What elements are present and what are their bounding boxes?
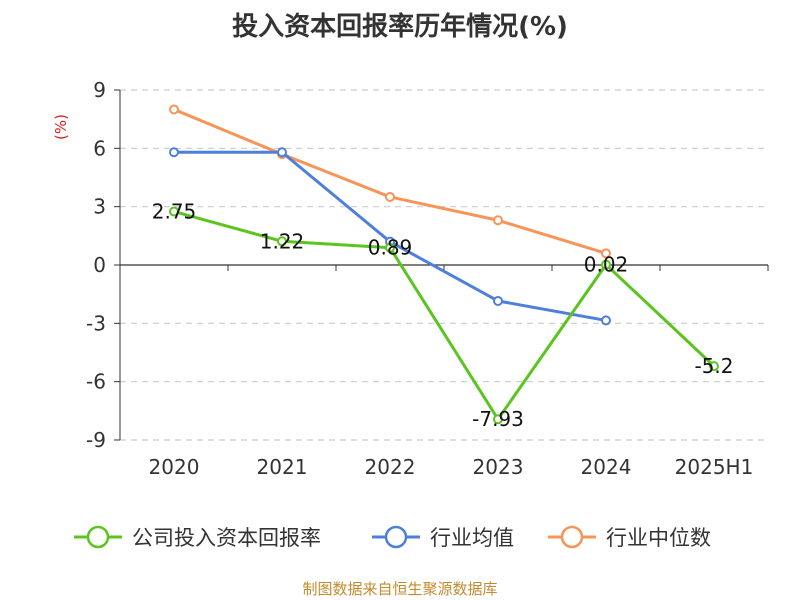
y-tick-label: -6 — [86, 370, 106, 394]
y-tick-label: 6 — [93, 136, 106, 160]
data-point — [709, 361, 719, 372]
legend-label: 公司投入资本回报率 — [132, 526, 321, 550]
data-point — [601, 315, 611, 326]
series-line — [173, 210, 716, 421]
data-point — [493, 215, 503, 226]
data-label: -5.2 — [694, 354, 733, 378]
y-tick-label: 9 — [93, 78, 106, 102]
data-point — [169, 206, 179, 217]
y-tick-label: 3 — [93, 195, 106, 219]
legend-swatch-marker — [384, 525, 408, 549]
data-point — [385, 242, 395, 253]
data-label: 0.89 — [368, 236, 413, 260]
data-label: -7.93 — [472, 407, 524, 431]
series-line — [173, 108, 607, 255]
data-label: 1.22 — [260, 229, 305, 253]
x-tick-label: 2021 — [257, 455, 308, 479]
x-tick-label: 2020 — [149, 455, 200, 479]
legend-swatch-marker — [86, 525, 110, 549]
y-tick-label: -3 — [86, 311, 106, 335]
x-tick-label: 2022 — [365, 455, 416, 479]
data-label: 2.75 — [152, 200, 197, 224]
data-point — [169, 104, 179, 115]
legend-swatch-marker — [560, 525, 584, 549]
legend-label: 行业均值 — [430, 526, 514, 550]
y-tick-label: -9 — [86, 428, 106, 452]
x-tick-label: 2025H1 — [675, 455, 754, 479]
y-axis-label: (%) — [52, 114, 70, 140]
chart-title: 投入资本回报率历年情况(%) — [232, 12, 568, 42]
x-tick-label: 2024 — [581, 455, 632, 479]
data-point — [601, 259, 611, 270]
data-point — [493, 414, 503, 425]
data-label: 0.02 — [584, 253, 629, 277]
data-point — [277, 147, 287, 158]
data-point — [385, 191, 395, 202]
legend-label: 行业中位数 — [606, 526, 711, 550]
data-point — [493, 295, 503, 306]
y-tick-label: 0 — [93, 253, 106, 277]
data-point — [277, 236, 287, 247]
source-note: 制图数据来自恒生聚源数据库 — [302, 580, 498, 598]
data-point — [601, 248, 611, 259]
data-point — [169, 147, 179, 158]
x-tick-label: 2023 — [473, 455, 524, 479]
